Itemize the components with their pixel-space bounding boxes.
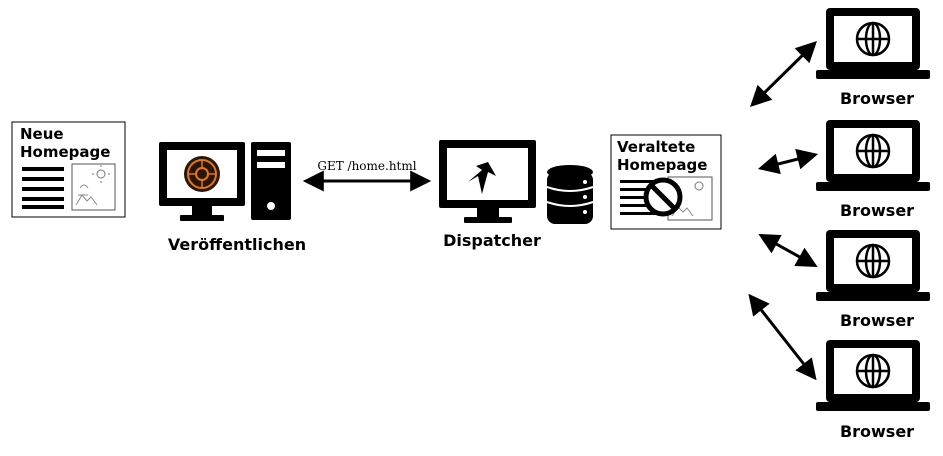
dispatcher-node: Dispatcher xyxy=(439,140,594,250)
browser-connectors xyxy=(748,41,819,381)
dispatcher-label: Dispatcher xyxy=(443,231,541,250)
browser-4: Browser xyxy=(816,340,930,441)
text-lines-icon xyxy=(620,180,658,215)
browser-label: Browser xyxy=(840,311,914,330)
new-homepage-title-line2: Homepage xyxy=(20,143,110,161)
text-lines-icon xyxy=(22,167,64,209)
dispatcher-logo-icon xyxy=(468,162,496,194)
new-homepage-card: Neue Homepage xyxy=(11,121,126,218)
prohibited-icon xyxy=(643,177,683,217)
browser-label: Browser xyxy=(840,201,914,220)
stale-homepage-title-line1: Veraltete xyxy=(617,138,695,156)
request-connector: GET /home.html xyxy=(302,159,432,192)
laptop-globe-icon xyxy=(816,120,930,191)
image-thumbnail-icon xyxy=(71,163,116,211)
publish-label: Veröffentlichen xyxy=(168,235,306,254)
stale-homepage-card: Veraltete Homepage xyxy=(610,134,722,230)
database-icon xyxy=(546,165,594,224)
laptop-globe-icon xyxy=(816,8,930,79)
browser-label: Browser xyxy=(840,422,914,441)
aem-logo-icon xyxy=(184,156,220,192)
laptop-globe-icon xyxy=(816,230,930,301)
request-label: GET /home.html xyxy=(317,159,416,173)
publish-workstation: Veröffentlichen xyxy=(159,142,306,254)
new-homepage-title-line1: Neue xyxy=(20,125,64,143)
desktop-icon xyxy=(439,140,536,223)
browser-label: Browser xyxy=(840,89,914,108)
laptop-globe-icon xyxy=(816,340,930,411)
browser-1: Browser xyxy=(816,8,930,108)
browser-3: Browser xyxy=(816,230,930,330)
browser-2: Browser xyxy=(816,120,930,220)
desktop-with-tower-icon xyxy=(159,142,291,221)
stale-homepage-title-line2: Homepage xyxy=(617,156,707,174)
